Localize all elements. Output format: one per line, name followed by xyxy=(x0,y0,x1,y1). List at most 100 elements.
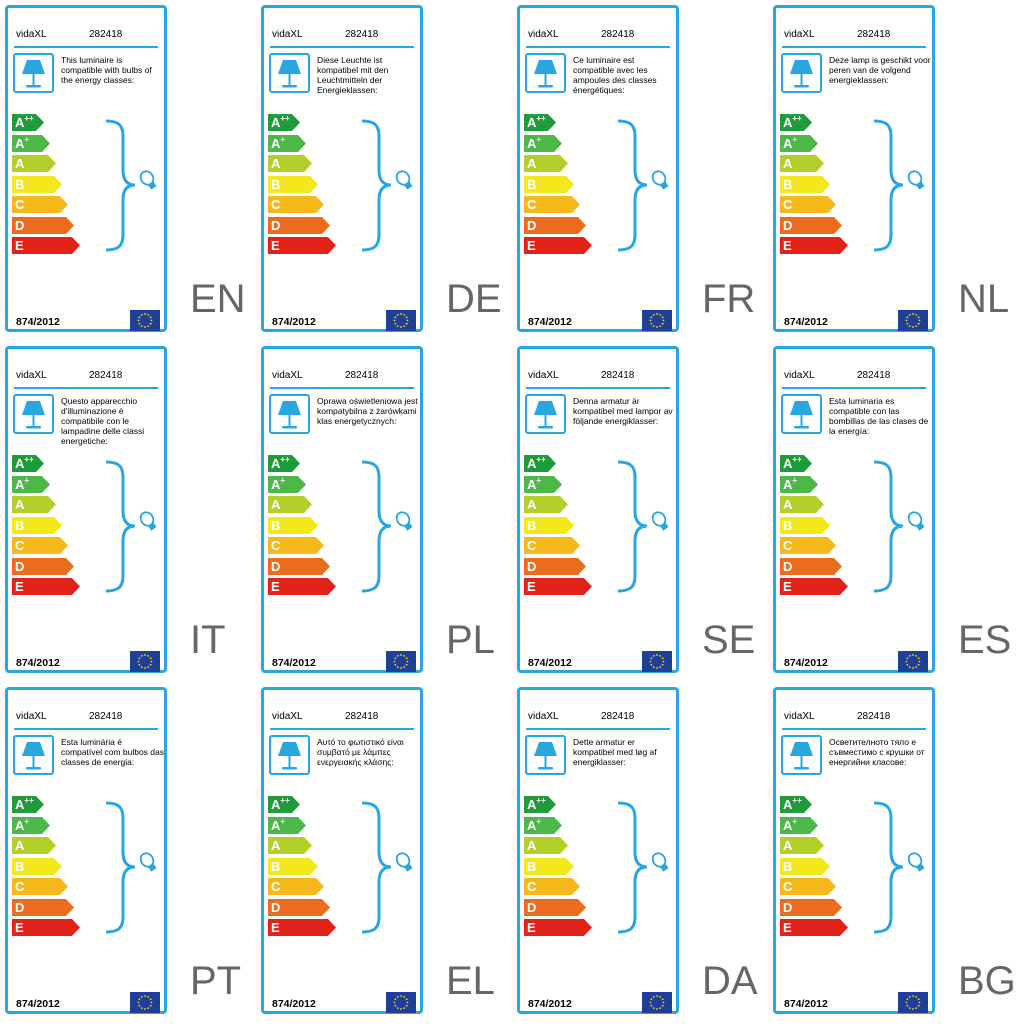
language-code: ES xyxy=(958,618,1012,662)
energy-class-arrow: A++ xyxy=(524,455,556,472)
compatibility-text: Ce luminaire est compatible avec les amp… xyxy=(573,55,657,95)
energy-class-label: B xyxy=(15,858,25,874)
energy-class-label: A xyxy=(783,497,793,512)
energy-class-label: A+ xyxy=(15,134,30,151)
energy-class-arrow: D xyxy=(268,216,330,234)
energy-class-label: A++ xyxy=(15,796,34,812)
energy-class-arrow: C xyxy=(268,537,324,554)
energy-class-label: E xyxy=(527,238,536,253)
energy-class-label: B xyxy=(783,176,793,192)
energy-class-arrow: C xyxy=(780,196,836,213)
energy-class-label: D xyxy=(527,899,537,915)
energy-class-label: D xyxy=(527,217,537,233)
panel-de: vidaXL 282418 Diese Leuchte ist kompatibel… xyxy=(256,0,512,341)
energy-class-arrow: E xyxy=(268,919,336,936)
lamp-box xyxy=(525,394,566,434)
lamp-box xyxy=(525,53,566,93)
energy-class-label: A++ xyxy=(783,455,802,471)
energy-class-arrow: C xyxy=(12,537,68,554)
energy-class-arrow: A++ xyxy=(524,114,556,131)
model-number: 282418 xyxy=(89,711,123,722)
eu-flag xyxy=(130,651,160,672)
model-number: 282418 xyxy=(857,29,891,40)
curly-brace-icon xyxy=(873,801,925,934)
energy-class-arrow: D xyxy=(12,898,74,916)
lamp-box xyxy=(269,53,310,93)
regulation-number: 874/2012 xyxy=(16,998,60,1010)
energy-label-card: vidaXL 282418 Dette armatur er kompatibel … xyxy=(517,687,679,1014)
curly-brace-icon xyxy=(617,801,669,934)
energy-class-label: D xyxy=(15,558,25,574)
energy-class-arrow: B xyxy=(12,175,62,193)
panel-el: vidaXL 282418 Αυτό το φωτιστικό είναι συμβ… xyxy=(256,682,512,1023)
lamp-box xyxy=(13,53,54,93)
energy-class-arrow: A xyxy=(268,155,312,172)
brand-name: vidaXL xyxy=(784,370,815,381)
energy-class-label: E xyxy=(527,579,536,594)
energy-class-label: A xyxy=(15,156,25,171)
energy-class-arrow: C xyxy=(524,196,580,213)
panel-es: vidaXL 282418 Esta luminaria es compatible… xyxy=(768,341,1024,682)
bulb-icon xyxy=(907,852,925,872)
energy-class-label: A xyxy=(15,497,25,512)
energy-class-arrow: A++ xyxy=(268,455,300,472)
table-lamp-icon xyxy=(534,60,557,88)
compatibility-text: Deze lamp is geschikt voor peren van de … xyxy=(829,55,931,85)
energy-class-label: A++ xyxy=(271,114,290,130)
energy-label-card: vidaXL 282418 This luminaire is compatible… xyxy=(5,5,167,332)
table-lamp-icon xyxy=(790,60,813,88)
energy-class-arrow: A+ xyxy=(12,816,50,834)
model-number: 282418 xyxy=(857,711,891,722)
energy-class-arrow: A+ xyxy=(524,816,562,834)
energy-class-label: A xyxy=(527,156,537,171)
energy-class-label: B xyxy=(783,517,793,533)
curly-brace-icon xyxy=(105,119,157,252)
energy-class-arrow: A++ xyxy=(12,455,44,472)
energy-class-label: A++ xyxy=(15,455,34,471)
eu-flag xyxy=(898,992,928,1013)
energy-class-arrow: B xyxy=(268,175,318,193)
energy-class-label: D xyxy=(783,217,793,233)
energy-class-label: B xyxy=(527,176,537,192)
energy-class-label: D xyxy=(783,899,793,915)
table-lamp-icon xyxy=(790,742,813,770)
regulation-number: 874/2012 xyxy=(784,657,828,669)
energy-class-arrow: A+ xyxy=(268,134,306,152)
table-lamp-icon xyxy=(278,742,301,770)
energy-class-arrow: C xyxy=(524,878,580,895)
energy-class-label: E xyxy=(527,920,536,935)
energy-class-arrow: A++ xyxy=(268,114,300,131)
energy-class-label: A xyxy=(271,838,281,853)
header-divider xyxy=(14,46,158,48)
energy-class-arrow: A xyxy=(12,837,56,854)
regulation-number: 874/2012 xyxy=(784,316,828,328)
table-lamp-icon xyxy=(22,60,45,88)
energy-class-label: C xyxy=(271,879,281,894)
curly-brace-icon xyxy=(873,460,925,593)
eu-flag-icon xyxy=(386,310,416,331)
energy-class-arrow: E xyxy=(780,578,848,595)
energy-class-label: C xyxy=(783,538,793,553)
header-divider xyxy=(782,46,926,48)
energy-label-card: vidaXL 282418 Esta luminária é compatível … xyxy=(5,687,167,1014)
eu-flag xyxy=(386,651,416,672)
energy-label-card: vidaXL 282418 Denna armatur är kompatibel … xyxy=(517,346,679,673)
energy-class-arrow: D xyxy=(12,216,74,234)
energy-class-arrow: A+ xyxy=(780,475,818,493)
energy-class-label: C xyxy=(527,538,537,553)
regulation-number: 874/2012 xyxy=(16,657,60,669)
energy-class-arrow: C xyxy=(12,878,68,895)
curly-brace-icon xyxy=(617,460,669,593)
energy-class-arrow: B xyxy=(780,857,830,875)
energy-class-label: E xyxy=(15,238,24,253)
energy-class-arrow: A++ xyxy=(524,796,556,813)
lamp-box xyxy=(781,735,822,775)
lamp-box xyxy=(781,53,822,93)
energy-class-label: A+ xyxy=(783,816,798,833)
language-code: EL xyxy=(446,959,495,1003)
energy-class-label: C xyxy=(527,197,537,212)
header-divider xyxy=(782,728,926,730)
model-number: 282418 xyxy=(345,711,379,722)
regulation-number: 874/2012 xyxy=(784,998,828,1010)
header-divider xyxy=(526,387,670,389)
